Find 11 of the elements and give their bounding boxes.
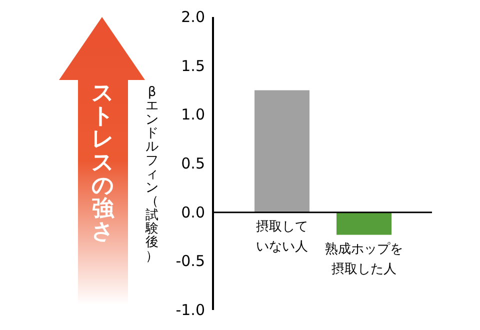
y-tick-label: 0.5 (181, 154, 205, 172)
x-tick-label: 摂取していない人 (256, 219, 308, 254)
y-tick-label: 1.5 (181, 56, 205, 75)
y-tick-label: 2.0 (181, 8, 205, 26)
text: ストレスの強さ (92, 81, 115, 245)
y-tick-label: 0.0 (181, 203, 205, 222)
y-tick-label: 1.0 (181, 106, 205, 124)
y-tick-label: -1.0 (176, 301, 205, 319)
x-tick-label: 熟成ホップを摂取した人 (325, 242, 403, 277)
text: βエンドルフィン（試験後） (146, 85, 158, 264)
y-tick-label: -0.5 (176, 252, 205, 270)
